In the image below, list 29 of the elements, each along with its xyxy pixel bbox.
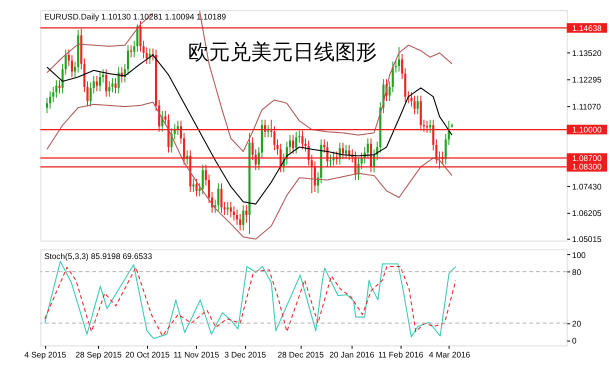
candlestick bbox=[416, 95, 419, 115]
candlestick bbox=[98, 71, 102, 92]
candlestick bbox=[329, 154, 332, 168]
candlestick bbox=[49, 90, 52, 110]
candlestick bbox=[195, 178, 198, 197]
candlestick bbox=[414, 95, 416, 115]
candlestick bbox=[295, 131, 298, 154]
candlestick bbox=[239, 213, 242, 231]
candlestick bbox=[217, 182, 220, 212]
candlestick bbox=[267, 124, 270, 138]
candlestick bbox=[111, 78, 114, 93]
candlestick bbox=[232, 206, 235, 221]
candlestick bbox=[130, 44, 132, 58]
candlestick bbox=[230, 201, 232, 218]
line-series bbox=[46, 102, 452, 240]
candlestick bbox=[105, 68, 108, 98]
candlestick bbox=[220, 182, 223, 214]
candlestick bbox=[292, 134, 294, 154]
candlestick bbox=[90, 82, 92, 108]
candlestick bbox=[114, 78, 117, 94]
candlestick bbox=[366, 138, 369, 159]
candlestick bbox=[245, 204, 248, 224]
candlestick bbox=[202, 164, 204, 195]
candlestick bbox=[120, 66, 123, 83]
candlestick bbox=[398, 46, 400, 72]
candlestick bbox=[58, 80, 61, 94]
candlestick bbox=[429, 119, 432, 134]
candlestick bbox=[242, 204, 244, 231]
candlestick bbox=[55, 80, 58, 98]
